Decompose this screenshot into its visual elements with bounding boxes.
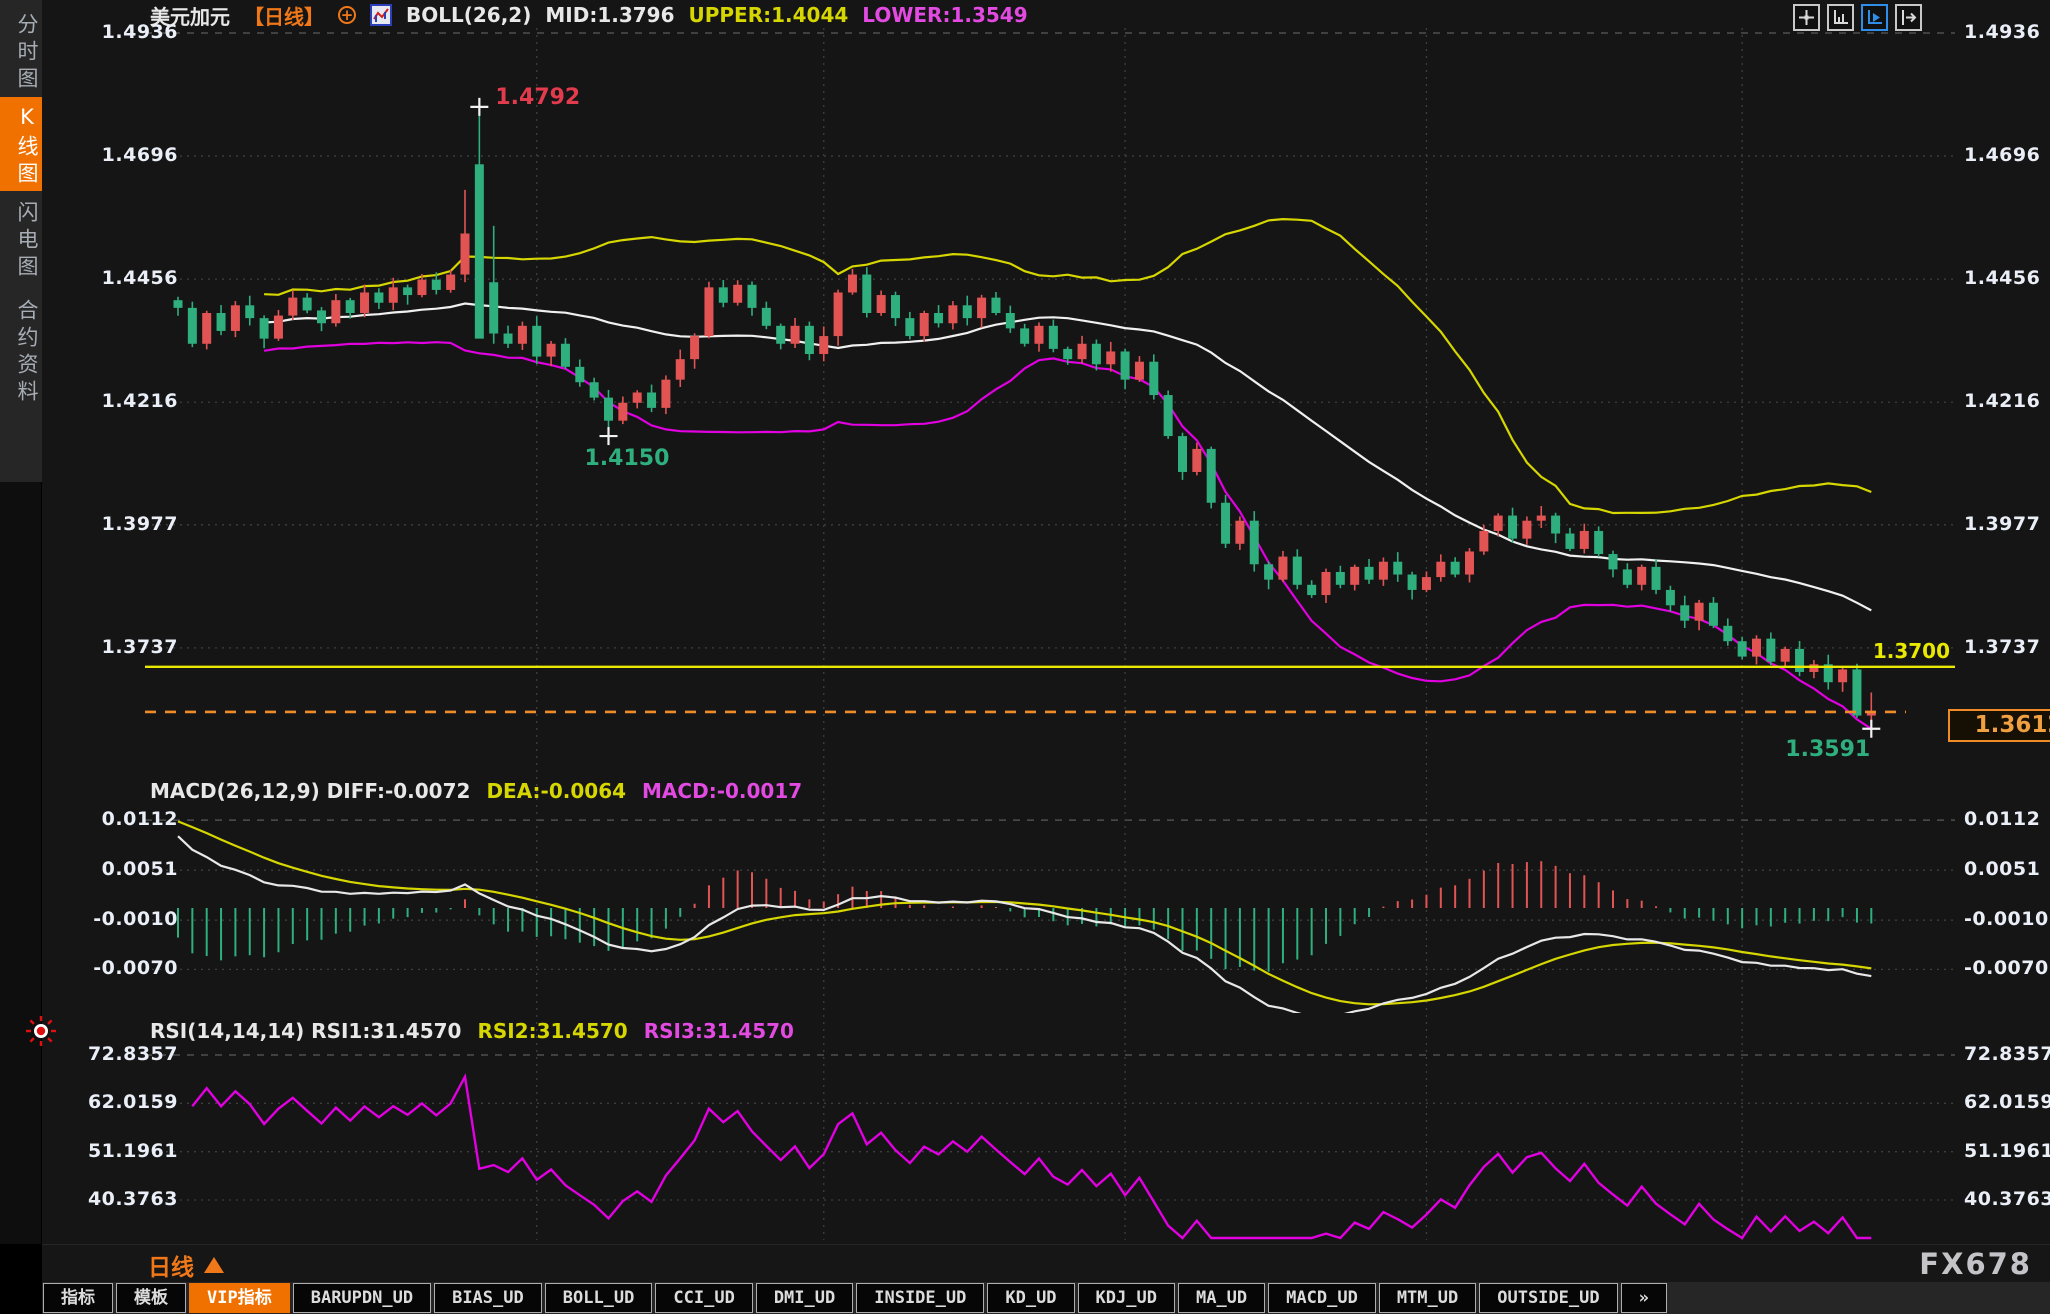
feb-low-annotation: 1.4150	[584, 446, 670, 472]
symbol-name: 美元加元	[150, 4, 230, 29]
price-axis-label-left: 1.3737	[101, 635, 178, 658]
indicator-tab[interactable]: MA_UD	[1177, 1283, 1266, 1313]
rsi-header: RSI(14,14,14) RSI1:31.4570 RSI2:31.4570 …	[150, 1019, 794, 1043]
macd-axis-label-left: 0.0112	[101, 808, 178, 831]
left-sidebar: 分时图 K线图闪电图合约资料	[0, 0, 42, 1314]
period-selector[interactable]: 日线	[148, 1248, 224, 1282]
indicator-tab[interactable]: DMI_UD	[755, 1283, 854, 1313]
support-line-label: 1.3700	[1872, 638, 1950, 663]
shift-chart-icon[interactable]	[1895, 4, 1922, 31]
sidebar-background	[0, 0, 42, 482]
axis-scale-icon[interactable]	[1827, 4, 1854, 31]
price-axis-label-left: 1.4936	[101, 21, 178, 43]
price-axis-label-right: 1.4456	[1964, 267, 2041, 290]
price-axis-label-left: 1.4696	[101, 144, 178, 167]
macd-axis-label-right: -0.0070	[1964, 957, 2049, 980]
rsi-axis-label-left: 51.1961	[87, 1139, 178, 1162]
indicator-tab-bar: 指标 模板 VIP指标 BARUPDN_UD BIAS_UD BOLL_UD CCI_UD D…	[42, 1282, 2050, 1314]
period-selector-label: 日线	[148, 1255, 194, 1281]
auto-scale-icon[interactable]	[1861, 4, 1888, 31]
rsi-axis-label-left: 40.3763	[87, 1187, 178, 1210]
macd-axis-label-right: -0.0010	[1964, 908, 2049, 931]
rsi-axis-label-right: 62.0159	[1964, 1091, 2050, 1114]
macd-axis-label-left: -0.0070	[93, 957, 178, 980]
bottom-left-corner	[0, 1244, 42, 1314]
chart-canvas[interactable]	[42, 0, 2050, 1314]
macd-axis-label-right: 0.0051	[1964, 858, 2041, 881]
rsi-axis-label-right: 72.8357	[1964, 1043, 2050, 1065]
sidebar-item-contract-info[interactable]: 合约资料	[15, 299, 39, 407]
boll-lower-value: LOWER:1.3549	[862, 3, 1028, 27]
rsi-axis-label-right: 51.1961	[1964, 1139, 2050, 1162]
indicator-tab[interactable]: 模板	[116, 1283, 186, 1313]
indicator-tab[interactable]: MACD_UD	[1268, 1283, 1376, 1313]
rsi1-value: RSI(14,14,14) RSI1:31.4570	[150, 1019, 462, 1043]
last-price-tag: 1.3612	[1948, 709, 2050, 742]
indicator-tab[interactable]: BARUPDN_UD	[292, 1283, 432, 1313]
boll-mid-value: MID:1.3796	[545, 3, 675, 27]
sidebar-item-time-chart[interactable]: 分时图	[15, 12, 39, 94]
chart-toolbar	[1793, 4, 1922, 31]
indicator-tab[interactable]: BIAS_UD	[434, 1283, 542, 1313]
price-axis-label-right: 1.4936	[1964, 21, 2041, 43]
indicator-tab[interactable]: BOLL_UD	[544, 1283, 653, 1313]
price-axis-label-right: 1.4696	[1964, 144, 2041, 167]
price-axis-label-right: 1.3737	[1964, 635, 2041, 658]
rsi3-value: RSI3:31.4570	[643, 1019, 794, 1043]
price-axis-label-left: 1.4216	[101, 390, 178, 413]
candlestick-chart-icon[interactable]	[370, 4, 392, 26]
high-price-annotation: 1.4792	[495, 84, 581, 110]
triangle-up-icon	[204, 1257, 224, 1273]
indicator-tab[interactable]: INSIDE_UD	[856, 1283, 985, 1313]
macd-value: MACD:-0.0017	[642, 779, 803, 803]
macd-dea-value: DEA:-0.0064	[486, 779, 627, 803]
indicator-tab[interactable]: MTM_UD	[1378, 1283, 1477, 1313]
macd-diff-value: MACD(26,12,9) DIFF:-0.0072	[150, 779, 471, 803]
sidebar-item-kline-chart[interactable]: K线图	[0, 97, 42, 191]
indicator-tab[interactable]: KD_UD	[987, 1283, 1075, 1313]
jun-low-annotation: 1.3591	[1785, 736, 1871, 762]
period-tag: 【日线】	[244, 4, 324, 29]
add-overlay-icon[interactable]: +	[338, 6, 356, 24]
rsi-axis-label-right: 40.3763	[1964, 1187, 2050, 1210]
price-axis-label-left: 1.3977	[101, 512, 178, 535]
indicator-alert-icon	[24, 1014, 58, 1052]
price-axis-label-left: 1.4456	[101, 267, 178, 290]
tab-bar-filler	[1668, 1282, 2050, 1314]
chart-area: 美元加元 【日线】 + BOLL(26,2) MID:1.3796 UPPER:…	[42, 0, 2050, 1314]
rsi2-value: RSI2:31.4570	[477, 1019, 628, 1043]
macd-axis-label-left: -0.0010	[93, 908, 178, 931]
sidebar-item-flash-chart[interactable]: 闪电图	[15, 200, 39, 282]
tabs-overflow-button[interactable]: »	[1620, 1283, 1667, 1313]
macd-header: MACD(26,12,9) DIFF:-0.0072 DEA:-0.0064 M…	[150, 779, 802, 803]
price-axis-label-right: 1.3977	[1964, 512, 2041, 535]
indicator-tab[interactable]: OUTSIDE_UD	[1479, 1283, 1618, 1313]
price-axis-label-right: 1.4216	[1964, 390, 2041, 413]
boll-params: BOLL(26,2)	[406, 3, 532, 27]
macd-axis-label-right: 0.0112	[1964, 808, 2041, 831]
brand-watermark: FX678	[1919, 1247, 2032, 1281]
indicator-tab[interactable]: VIP指标	[189, 1283, 290, 1313]
rsi-axis-label-left: 62.0159	[87, 1091, 178, 1114]
pan-icon[interactable]	[1793, 4, 1820, 31]
indicator-tab[interactable]: 指标	[43, 1283, 113, 1313]
date-axis-row: 日线 FX678	[42, 1244, 2050, 1282]
rsi-axis-label-left: 72.8357	[87, 1043, 178, 1065]
macd-axis-label-left: 0.0051	[101, 858, 178, 881]
indicator-tab[interactable]: KDJ_UD	[1077, 1283, 1175, 1313]
boll-upper-value: UPPER:1.4044	[688, 3, 849, 27]
indicator-tab[interactable]: CCI_UD	[655, 1283, 753, 1313]
chart-header: 美元加元 【日线】 + BOLL(26,2) MID:1.3796 UPPER:…	[150, 2, 1028, 29]
